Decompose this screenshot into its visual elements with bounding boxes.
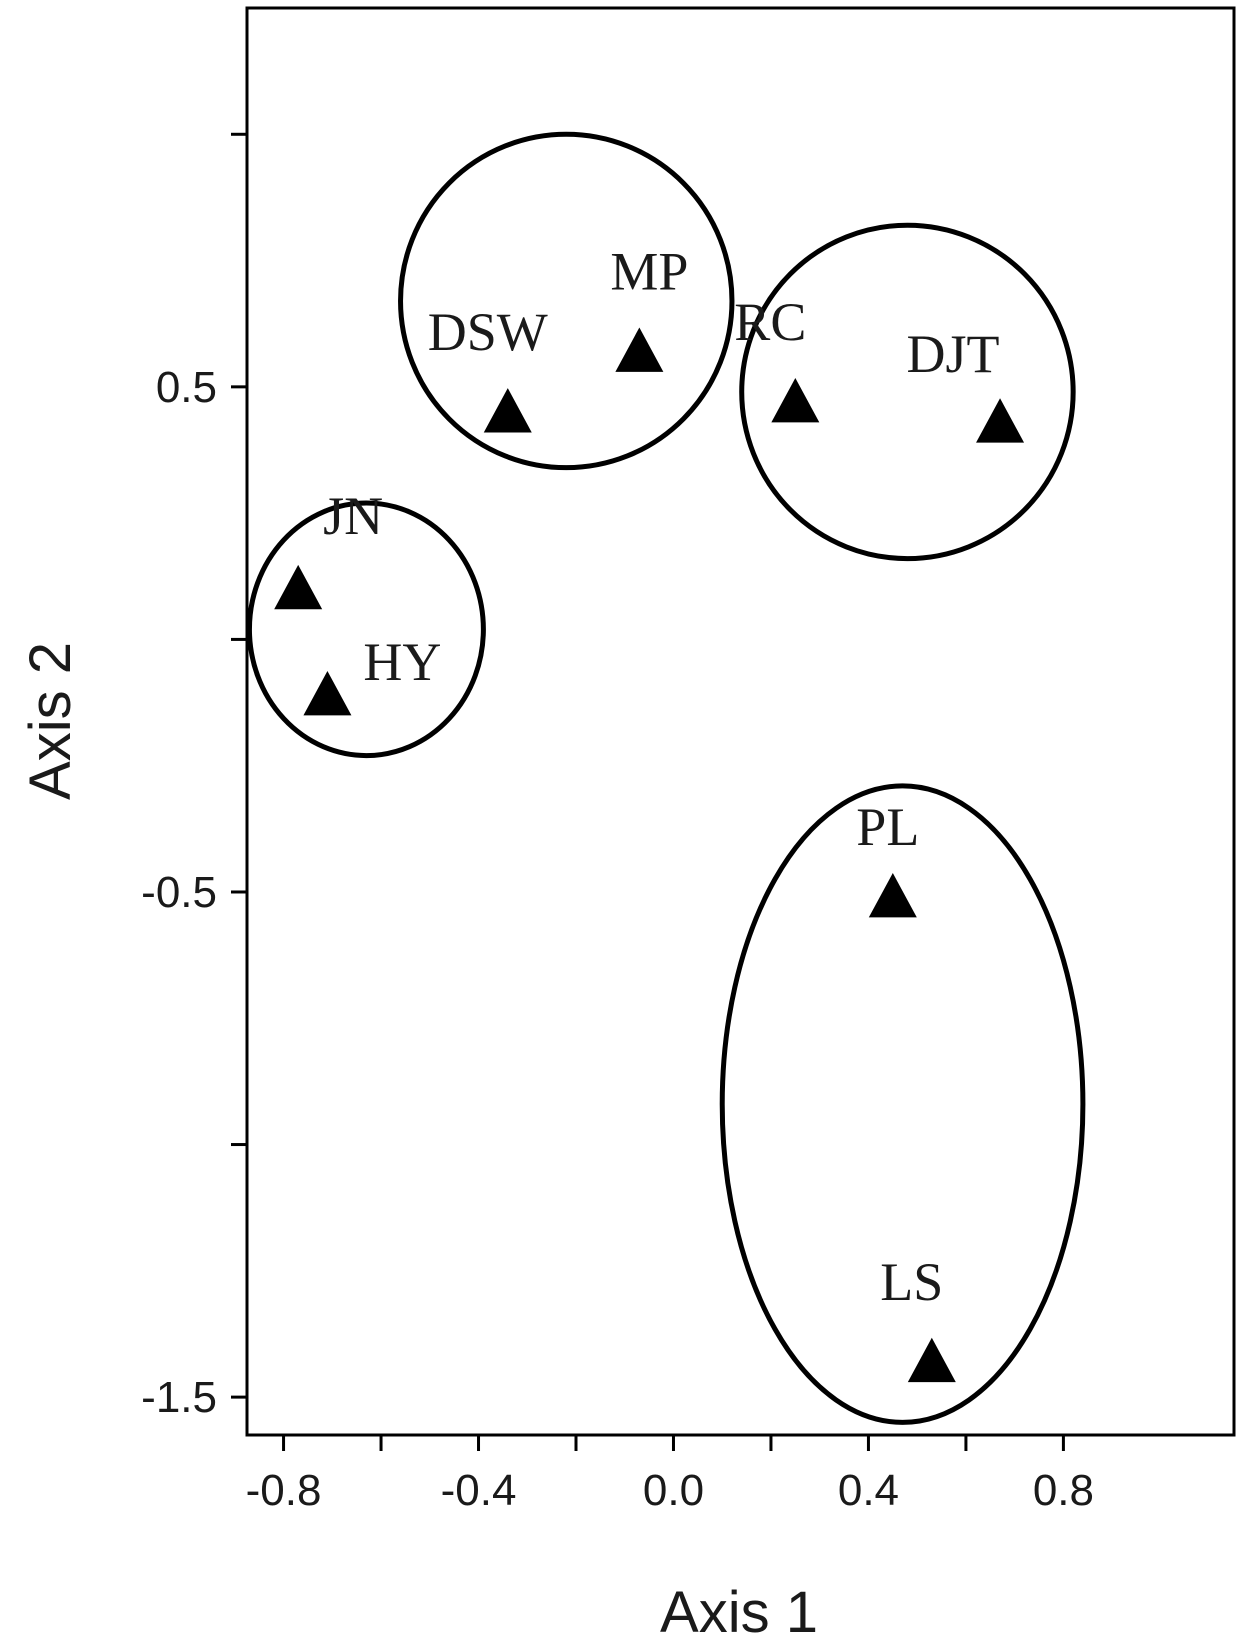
point-label-rc: RC: [734, 292, 806, 352]
y-tick-label: 0.5: [156, 363, 217, 412]
data-points: MP DSW RC DJT JN HY PL LS: [274, 241, 1025, 1383]
point-marker-djt: [976, 398, 1025, 443]
point-label-hy: HY: [363, 632, 441, 692]
cluster-ellipse-pl-ls: [719, 783, 1086, 1425]
point-label-ls: LS: [880, 1252, 943, 1312]
x-axis-ticks: -0.8 -0.4 0.0 0.4 0.8: [246, 1435, 1094, 1515]
plot-frame: [245, 6, 1236, 1437]
y-tick-label: -0.5: [141, 868, 217, 917]
y-axis-title: Axis 2: [18, 642, 83, 800]
point-marker-dsw: [483, 388, 532, 433]
point-marker-jn: [274, 564, 323, 610]
point-marker-ls: [907, 1337, 956, 1383]
cluster-ellipse-rc-djt: [739, 222, 1076, 562]
point-label-jn: JN: [323, 486, 383, 546]
x-axis-title: Axis 1: [660, 1580, 818, 1645]
y-tick-label: -1.5: [141, 1373, 217, 1422]
point-label-mp: MP: [610, 241, 688, 301]
point-marker-rc: [771, 378, 820, 423]
cluster-ellipses: [246, 131, 1086, 1425]
point-marker-hy: [303, 670, 352, 716]
point-label-dsw: DSW: [428, 302, 548, 362]
point-marker-mp: [615, 327, 664, 372]
x-tick-label: 0.0: [643, 1466, 704, 1515]
y-axis-ticks: 0.5 -0.5 -1.5: [141, 132, 247, 1422]
cluster-ellipse-dsw-mp: [398, 131, 735, 471]
point-label-djt: DJT: [907, 324, 1000, 384]
point-marker-pl: [868, 873, 917, 918]
x-tick-label: -0.8: [246, 1466, 322, 1515]
point-label-pl: PL: [856, 797, 919, 857]
cluster-ellipse-jn-hy: [246, 500, 486, 759]
x-tick-label: -0.4: [441, 1466, 517, 1515]
x-tick-label: 0.4: [838, 1466, 899, 1515]
x-tick-label: 0.8: [1033, 1466, 1094, 1515]
